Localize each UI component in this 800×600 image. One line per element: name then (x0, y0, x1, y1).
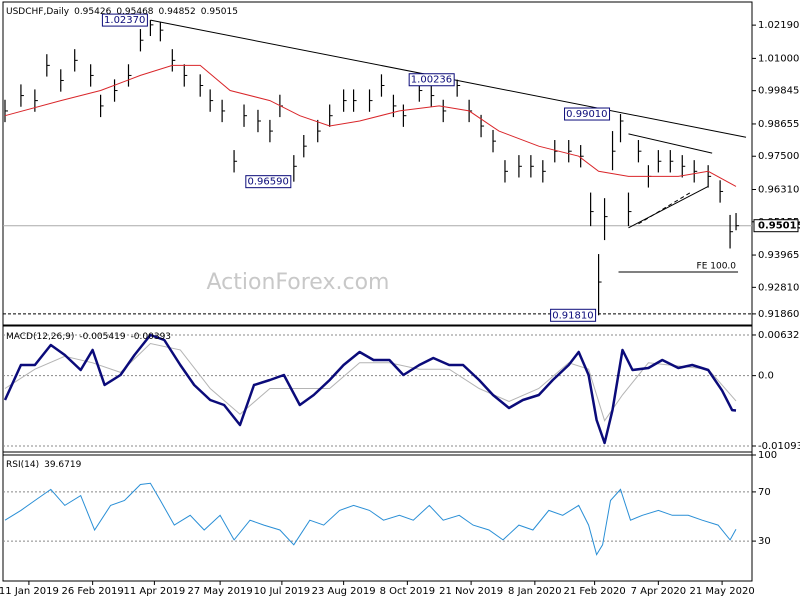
watermark: ActionForex.com (207, 270, 390, 295)
x-tick-label: 27 May 2019 (188, 586, 253, 597)
x-tick-label: 21 Nov 2019 (439, 586, 503, 597)
x-tick-label: 23 Aug 2019 (312, 586, 376, 597)
pane-title: RSI(14) 39.6719 (6, 460, 82, 470)
y-tick-label: 0.0 (758, 371, 774, 382)
macd-line (3, 333, 737, 445)
pivot-box (245, 175, 292, 189)
x-tick-label: 21 May 2020 (689, 586, 754, 597)
signal-value: -0.00393 (131, 332, 171, 342)
x-tick-label: 7 Apr 2020 (631, 586, 686, 597)
ohlc-value: 0.95426 (74, 7, 111, 17)
y-tick-label: 0.99845 (758, 86, 799, 97)
pivot-box (550, 308, 597, 322)
current-price-label: 0.95015 (758, 221, 800, 232)
trendline (638, 191, 693, 225)
title-text: MACD(12,26,9) (6, 332, 74, 342)
ohlc-value: 0.95468 (116, 7, 153, 17)
y-tick-label: -0.010939 (758, 441, 800, 452)
pivot-label: 0.91810 (552, 310, 593, 321)
x-tick-label: 8 Oct 2019 (380, 586, 435, 597)
y-tick-label: 70 (758, 487, 771, 498)
x-tick-label: 21 Feb 2020 (563, 586, 625, 597)
x-tick-label: 26 Feb 2019 (62, 586, 124, 597)
y-tick-label: 0.006321 (758, 330, 800, 341)
fe-label: FE 100.0 (697, 261, 737, 271)
pane-frame (2, 1, 753, 326)
pivot-label: 0.99010 (566, 109, 607, 120)
y-tick-label: 0.96310 (758, 184, 799, 195)
title-text: USDCHF,Daily (6, 7, 70, 17)
pivot-label: 0.96590 (247, 177, 288, 188)
chart-title: USDCHF,Daily 0.95426 0.95468 0.94852 0.95015 (6, 7, 238, 17)
pivot-box (408, 73, 455, 87)
y-tick-label: 0.98655 (758, 119, 799, 130)
x-tick-label: 10 Jul 2019 (254, 586, 311, 597)
pivot-box (101, 13, 148, 27)
y-tick-label: 0.92810 (758, 282, 799, 293)
pivot-box (564, 107, 611, 121)
pane-title: MACD(12,26,9) -0.005419 -0.00393 (6, 332, 171, 342)
pane-frame (2, 325, 753, 456)
pivot-label: 1.02370 (104, 15, 145, 26)
ohlc-value: 0.95015 (201, 7, 238, 17)
pane-frame (2, 451, 753, 582)
moving-average (4, 64, 737, 187)
ohlc-value: 0.94852 (159, 7, 196, 17)
x-tick-label: 8 Jan 2020 (508, 586, 562, 597)
title-text: RSI(14) (6, 460, 39, 470)
y-tick-label: 30 (758, 536, 771, 547)
y-tick-label: 0.93965 (758, 250, 799, 261)
trendline (628, 185, 709, 229)
y-tick-label: 0.91860 (758, 309, 799, 320)
trendline (628, 133, 713, 154)
rsi-value: 39.6719 (44, 460, 81, 470)
x-tick-label: 11 Jan 2019 (0, 586, 59, 597)
macd-value: -0.005419 (79, 332, 125, 342)
y-tick-label: 0.97500 (758, 151, 799, 162)
y-tick-label: 1.01000 (758, 53, 799, 64)
y-tick-label: 100 (758, 450, 777, 461)
x-tick-label: 11 Apr 2019 (123, 586, 185, 597)
pivot-label: 1.00236 (411, 75, 452, 86)
y-tick-label: 1.02190 (758, 20, 799, 31)
rsi-line (4, 482, 737, 556)
current-price-box (753, 219, 799, 233)
